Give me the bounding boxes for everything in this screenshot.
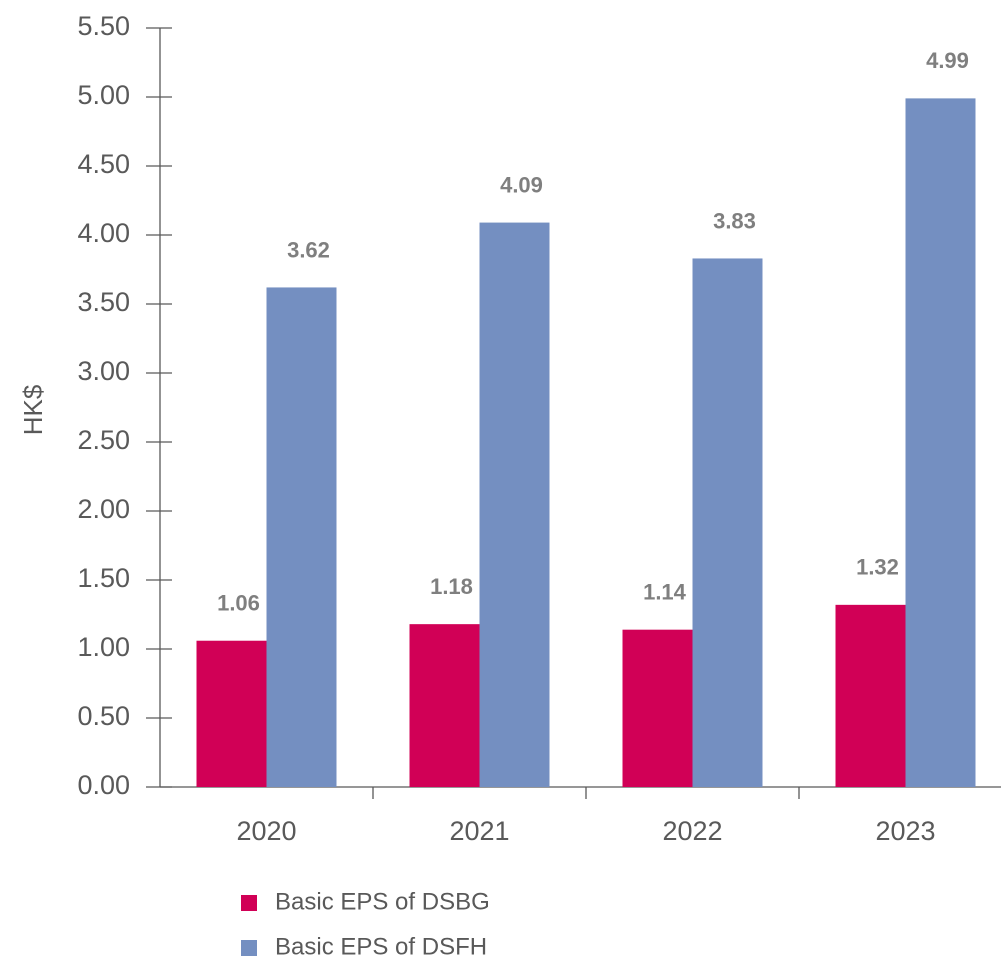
y-tick-label: 3.50 [77, 287, 130, 317]
y-tick-label: 4.00 [77, 218, 130, 248]
x-tick-label: 2023 [875, 816, 935, 846]
y-tick-label: 1.50 [77, 563, 130, 593]
y-tick-label: 5.50 [77, 11, 130, 41]
bar [266, 287, 337, 787]
data-label: 1.32 [856, 555, 899, 580]
data-label: 4.99 [926, 48, 969, 73]
data-label: 4.09 [500, 172, 543, 197]
y-tick-label: 2.00 [77, 494, 130, 524]
y-tick-label: 0.00 [77, 770, 130, 800]
y-tick-label: 4.50 [77, 149, 130, 179]
bar [692, 258, 763, 788]
bar [196, 640, 267, 787]
x-tick-label: 2020 [236, 816, 296, 846]
legend-label: Basic EPS of DSFH [275, 933, 487, 960]
bar [479, 222, 550, 787]
y-tick-label: 3.00 [77, 356, 130, 386]
y-axis-label: HK$ [18, 384, 48, 435]
bar [622, 629, 693, 787]
y-tick-label: 5.00 [77, 80, 130, 110]
data-label: 3.83 [713, 208, 756, 233]
bar [835, 604, 906, 787]
y-tick-label: 1.00 [77, 632, 130, 662]
data-label: 3.62 [287, 237, 330, 262]
legend-swatch [241, 895, 257, 911]
bar [409, 624, 480, 787]
bar [905, 98, 976, 787]
x-tick-label: 2022 [662, 816, 722, 846]
x-tick-label: 2021 [449, 816, 509, 846]
y-tick-label: 0.50 [77, 701, 130, 731]
legend-swatch [241, 940, 257, 956]
y-tick-label: 2.50 [77, 425, 130, 455]
data-label: 1.18 [430, 574, 473, 599]
legend-label: Basic EPS of DSBG [275, 888, 490, 915]
data-label: 1.06 [217, 591, 260, 616]
data-label: 1.14 [643, 579, 687, 604]
